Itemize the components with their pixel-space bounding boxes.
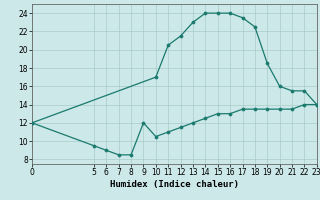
X-axis label: Humidex (Indice chaleur): Humidex (Indice chaleur) [110, 180, 239, 189]
